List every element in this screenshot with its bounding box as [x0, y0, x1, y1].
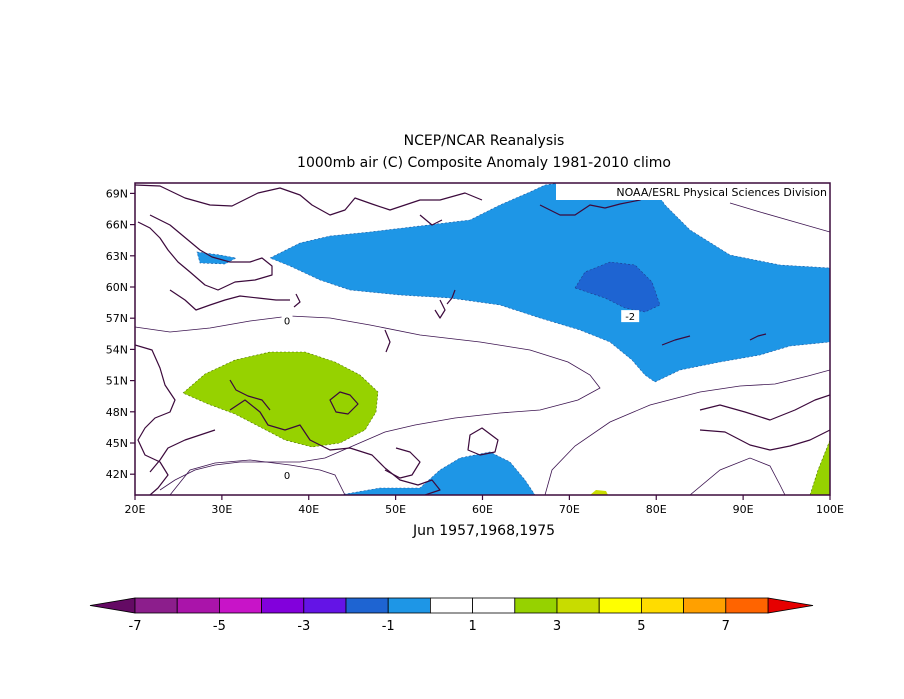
lat-tick-label: 54N	[106, 343, 128, 356]
subtitle: Jun 1957,1968,1975	[412, 523, 555, 539]
positive-anomaly-region-west	[182, 351, 379, 448]
colorbar-tick-label: 3	[553, 619, 561, 634]
lat-tick-label: 51N	[106, 375, 128, 388]
colorbar-tick-label: 1	[468, 619, 476, 634]
colorbar-segment	[472, 597, 516, 614]
contour-label: 0	[284, 316, 290, 327]
map-plot-area	[135, 183, 830, 495]
colorbar-segment	[725, 597, 769, 614]
colorbar-tick-label: -7	[129, 619, 142, 634]
colorbar: -7 -5 -3 -1 1 3 5 7	[89, 597, 814, 634]
title-line-1: NCEP/NCAR Reanalysis	[404, 133, 565, 149]
lon-tick-label: 100E	[816, 503, 844, 516]
colorbar-segment	[303, 597, 347, 614]
lon-tick-label: 50E	[385, 503, 406, 516]
colorbar-segment	[261, 597, 305, 614]
positive-anomaly-region-speck	[590, 490, 608, 495]
lat-tick-label: 66N	[106, 219, 128, 232]
contour-label-bg	[281, 314, 293, 327]
lat-tick-label: 63N	[106, 250, 128, 263]
colorbar-segment	[556, 597, 600, 614]
lon-tick-label: 60E	[472, 503, 493, 516]
contour-labels: 0 0 -2	[281, 310, 640, 482]
lat-tick-label: 69N	[106, 187, 128, 200]
latitude-axis: 69N 66N 63N 60N 57N 54N 51N 48N 45N 42N	[106, 187, 135, 481]
lon-tick-label: 90E	[733, 503, 754, 516]
contour-label: 0	[284, 471, 290, 482]
colorbar-segment	[176, 597, 220, 614]
colorbar-high-arrow	[767, 597, 814, 614]
colorbar-segment	[514, 597, 558, 614]
colorbar-tick-label: -1	[382, 619, 395, 634]
strong-negative-anomaly-core	[574, 261, 661, 313]
lon-tick-label: 40E	[298, 503, 319, 516]
colorbar-segment	[387, 597, 431, 614]
lat-tick-label: 45N	[106, 437, 128, 450]
lat-tick-label: 42N	[106, 468, 128, 481]
longitude-axis: 20E 30E 40E 50E 60E 70E 80E 90E 100E	[125, 495, 844, 516]
colorbar-segment	[218, 597, 262, 614]
negative-anomaly-region-north	[269, 183, 830, 383]
lat-tick-label: 48N	[106, 406, 128, 419]
colorbar-tick-label: -3	[297, 619, 310, 634]
colorbar-segment	[598, 597, 642, 614]
zero-contour-north	[135, 315, 601, 491]
colorbar-segment	[345, 597, 389, 614]
lon-tick-label: 20E	[125, 503, 146, 516]
contour-label-bg	[621, 310, 640, 323]
lon-tick-label: 70E	[559, 503, 580, 516]
contour-east-lower	[689, 457, 786, 495]
lat-tick-label: 57N	[106, 312, 128, 325]
lon-tick-label: 30E	[211, 503, 232, 516]
colorbar-low-arrow	[89, 597, 136, 614]
colorbar-segment	[683, 597, 727, 614]
positive-anomaly-region-southeast	[809, 439, 830, 495]
credit-label: NOAA/ESRL Physical Sciences Division	[616, 186, 827, 199]
lat-tick-label: 60N	[106, 281, 128, 294]
contour-east	[544, 369, 830, 495]
colorbar-segment	[134, 597, 178, 614]
credit-box	[556, 183, 830, 200]
zero-contour-south	[169, 459, 346, 495]
contour-label: -2	[625, 312, 635, 323]
colorbar-tick-label: 7	[722, 619, 730, 634]
colorbar-tick-label: -5	[213, 619, 226, 634]
negative-anomaly-region-south	[339, 451, 536, 495]
colorbar-segment	[429, 597, 473, 614]
contour-northeast	[729, 202, 830, 233]
colorbar-tick-label: 5	[637, 619, 645, 634]
lon-tick-label: 80E	[646, 503, 667, 516]
contour-label-bg	[281, 469, 293, 482]
title-line-2: 1000mb air (C) Composite Anomaly 1981-20…	[297, 155, 671, 171]
coastlines	[135, 184, 830, 495]
colorbar-segment	[641, 597, 685, 614]
